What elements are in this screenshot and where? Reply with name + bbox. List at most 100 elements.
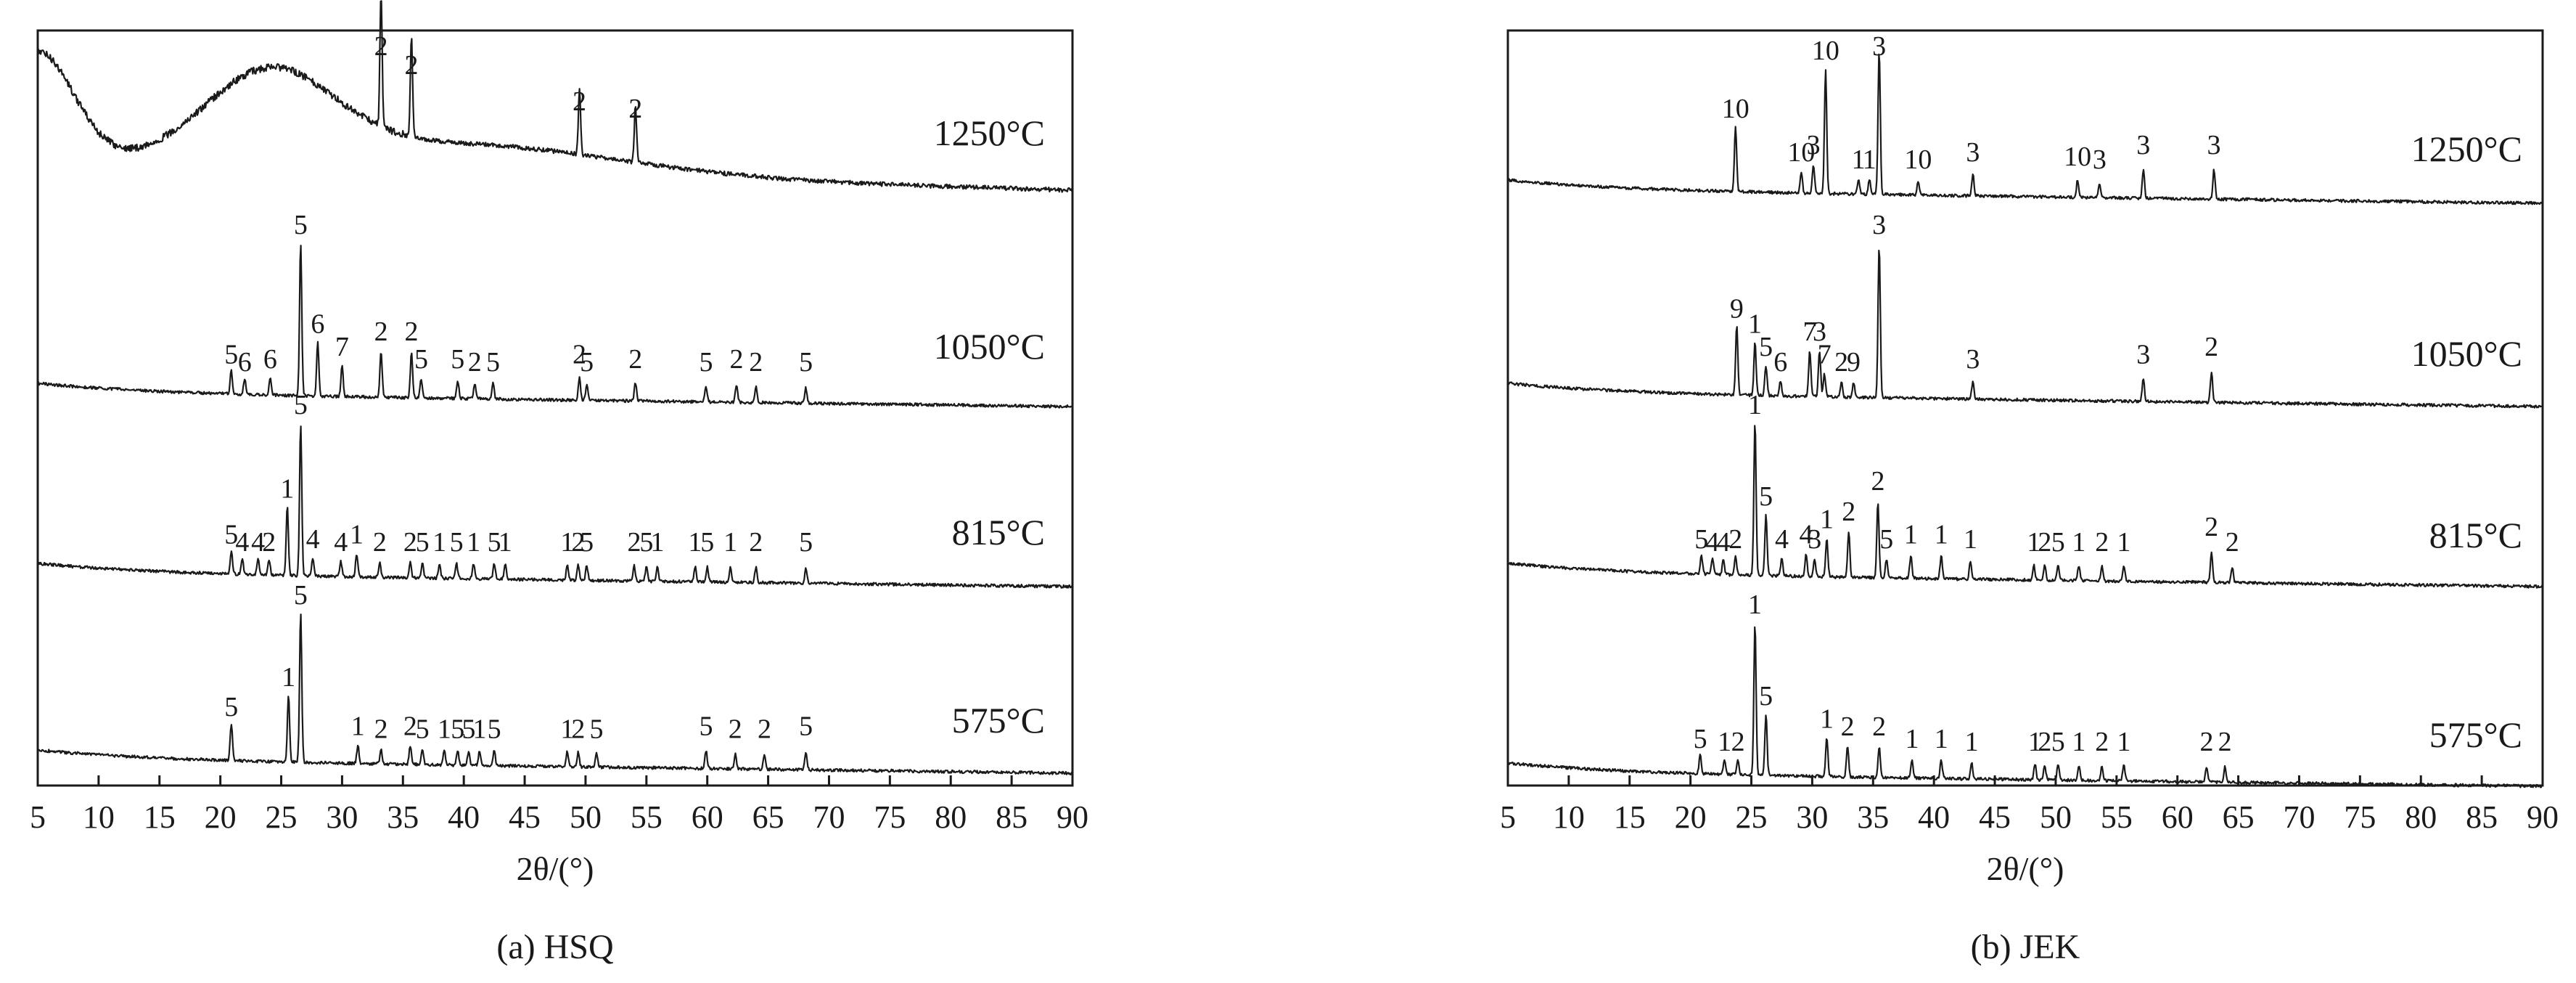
xrd-trace — [1506, 53, 2543, 205]
peak-phase-label: 4 — [334, 527, 348, 558]
peak-phase-label: 2 — [2095, 727, 2109, 757]
peak-phase-label: 2 — [749, 347, 763, 378]
x-tick-label: 75 — [2344, 799, 2376, 835]
peak-phase-label: 5 — [700, 527, 714, 558]
peak-phase-label: 2 — [573, 86, 586, 117]
peak-phase-label: 2 — [571, 527, 585, 558]
x-tick-label: 70 — [2283, 799, 2315, 835]
peak-phase-label: 1 — [1748, 590, 1762, 620]
xrd-trace — [1507, 249, 2543, 409]
peak-phase-label: 1 — [467, 527, 480, 558]
x-tick-label: 60 — [692, 799, 723, 835]
x-tick-label: 50 — [2040, 799, 2072, 835]
x-tick-label: 65 — [752, 799, 784, 835]
peak-phase-label: 2 — [2199, 727, 2213, 757]
x-tick-label: 70 — [813, 799, 845, 835]
peak-phase-label: 5 — [294, 390, 308, 420]
peak-phase-label: 4 — [235, 527, 249, 558]
peak-phase-label: 5 — [639, 527, 653, 558]
peak-phase-label: 2 — [628, 94, 642, 124]
peak-phase-label: 2 — [2226, 527, 2239, 558]
x-tick-label: 15 — [1614, 799, 1646, 835]
xrd-trace — [36, 0, 1073, 193]
peak-phase-label: 5 — [1694, 724, 1707, 754]
peak-phase-label: 1 — [723, 527, 737, 558]
peak-phase-label: 1 — [688, 527, 702, 558]
x-tick-label: 35 — [387, 799, 419, 835]
peak-phase-label: 3 — [1807, 130, 1821, 160]
peak-phase-label: 2 — [729, 714, 742, 745]
peak-phase-label: 1 — [432, 527, 446, 558]
peak-phase-label: 5 — [451, 344, 464, 375]
peak-phase-label: 1 — [1863, 144, 1876, 175]
x-tick-label: 5 — [1500, 799, 1516, 835]
peak-phase-label: 6 — [263, 344, 277, 375]
peak-phase-label: 2 — [374, 317, 388, 347]
peak-phase-label: 2 — [405, 317, 419, 347]
peak-phase-label: 1 — [2028, 727, 2042, 757]
panel-hsq: 5 10 15 20 25 30 35 40 45 50 55 60 65 70 75 80 85 902θ/(°… — [30, 0, 1088, 966]
peak-phase-label: 5 — [224, 520, 238, 550]
x-tick-label: 55 — [631, 799, 663, 835]
xrd-trace — [36, 245, 1073, 409]
x-tick-label: 45 — [1979, 799, 2011, 835]
x-tick-label: 10 — [1553, 799, 1585, 835]
peak-phase-label: 1 — [1820, 704, 1834, 735]
peak-phase-label: 2 — [571, 714, 585, 745]
peak-phase-label: 1 — [282, 662, 295, 693]
peak-phase-label: 4 — [251, 527, 265, 558]
peak-phase-label: 5 — [294, 210, 308, 240]
peak-phase-label: 2 — [468, 347, 482, 378]
x-tick-label: 30 — [326, 799, 358, 835]
peak-phase-label: 4 — [1775, 524, 1789, 555]
x-tick-label: 90 — [2527, 799, 2559, 835]
peak-phase-label: 7 — [1818, 340, 1831, 370]
xrd-trace — [37, 425, 1073, 589]
x-tick-label: 30 — [1796, 799, 1828, 835]
x-tick-label: 65 — [2223, 799, 2255, 835]
panel-jek: 5 10 15 20 25 30 35 40 45 50 55 60 65 70 75 80 85 902θ/(°… — [1500, 29, 2559, 966]
peak-phase-label: 1 — [1718, 727, 1731, 757]
x-tick-label: 85 — [2466, 799, 2498, 835]
peak-phase-label: 9 — [1847, 347, 1861, 378]
x-tick-label: 90 — [1057, 799, 1088, 835]
peak-phase-label: 7 — [335, 332, 349, 362]
series-temperature-label: 1250°C — [934, 113, 1045, 153]
peak-phase-label: 4 — [1705, 527, 1719, 558]
x-tick-label: 40 — [1918, 799, 1950, 835]
peak-phase-label: 2 — [573, 340, 586, 370]
peak-phase-label: 5 — [700, 711, 713, 741]
peak-phase-label: 5 — [590, 714, 604, 745]
peak-phase-label: 5 — [294, 580, 308, 611]
peak-phase-label: 5 — [799, 711, 813, 741]
peak-phase-label: 3 — [1872, 210, 1886, 240]
peak-phase-label: 6 — [311, 309, 324, 340]
peak-phase-label: 5 — [224, 340, 238, 370]
peak-phase-label: 1 — [1748, 390, 1762, 420]
peak-phase-label: 3 — [1813, 317, 1826, 347]
peak-phase-label: 1 — [1904, 520, 1918, 550]
peak-phase-label: 2 — [2204, 512, 2218, 542]
series-temperature-label: 1050°C — [934, 326, 1045, 367]
peak-phase-label: 10 — [1787, 137, 1815, 168]
peak-phase-label: 3 — [2136, 340, 2150, 370]
peak-phase-label: 3 — [2207, 130, 2221, 160]
peak-phase-label: 1 — [2117, 727, 2130, 757]
peak-phase-label: 3 — [1808, 524, 1821, 555]
peak-phase-label: 5 — [488, 714, 501, 745]
peak-phase-label: 2 — [1731, 727, 1745, 757]
peak-phase-label: 1 — [2027, 527, 2040, 558]
peak-phase-label: 3 — [1966, 137, 1980, 168]
x-tick-label: 40 — [448, 799, 480, 835]
series-temperature-label: 1050°C — [2411, 333, 2522, 374]
peak-phase-label: 10 — [1904, 144, 1932, 175]
panel-caption: (a) HSQ — [496, 928, 613, 966]
peak-phase-label: 5 — [1759, 681, 1773, 711]
peak-phase-label: 2 — [373, 527, 387, 558]
peak-phase-label: 2 — [628, 527, 641, 558]
peak-phase-label: 5 — [700, 347, 713, 378]
x-tick-label: 15 — [144, 799, 176, 835]
peak-phase-label: 5 — [1879, 524, 1893, 555]
peak-phase-label: 2 — [1871, 466, 1885, 497]
peak-phase-label: 5 — [416, 714, 430, 745]
